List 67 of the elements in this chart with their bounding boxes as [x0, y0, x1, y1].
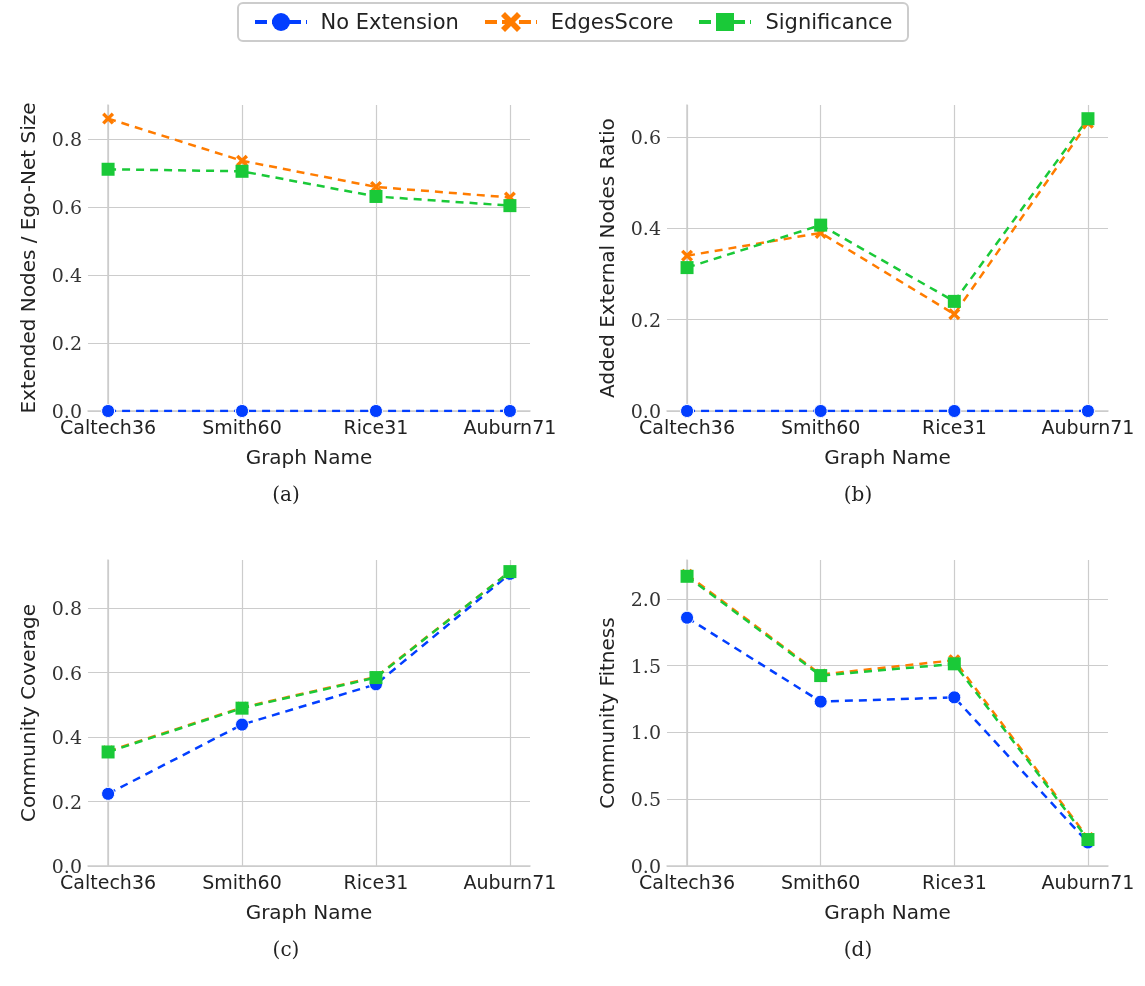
- x-axis-title: Graph Name: [245, 445, 373, 469]
- legend-label: Significance: [765, 10, 893, 34]
- y-tick-label: 0.4: [51, 726, 82, 749]
- point: [101, 162, 115, 176]
- point: [681, 249, 694, 262]
- y-axis-title: Added External Nodes Ratio: [595, 118, 619, 398]
- x-tick-label: Auburn71: [1041, 415, 1135, 438]
- point: [502, 404, 517, 418]
- text: (d): [843, 937, 873, 961]
- text: (a): [272, 482, 300, 506]
- y-axis-title: Extended Nodes / Ego-Net Size: [16, 102, 40, 414]
- y-axis-title: Community Coverage: [16, 604, 40, 822]
- y-tick-label: 0.6: [630, 125, 661, 148]
- x-tick-label: Rice31: [343, 415, 409, 438]
- x-tick-label: Smith60: [780, 870, 861, 893]
- x-tick-label: Auburn71: [463, 415, 557, 438]
- text: (c): [272, 937, 300, 961]
- point: [235, 164, 249, 178]
- point: [1080, 404, 1095, 418]
- point: [813, 404, 828, 418]
- x-tick-label: Rice31: [921, 415, 987, 438]
- y-tick-label: 1.0: [630, 721, 661, 744]
- point: [102, 112, 115, 125]
- point: [235, 717, 250, 732]
- x-tick-label: Auburn71: [463, 870, 557, 893]
- y-tick-label: 2.0: [630, 587, 661, 610]
- point: [368, 404, 383, 418]
- y-tick-label: 0.5: [630, 788, 661, 811]
- x-tick-label: Auburn71: [1041, 870, 1135, 893]
- point: [101, 404, 116, 418]
- point: [947, 690, 962, 705]
- point: [948, 308, 961, 321]
- y-tick-label: 0.6: [51, 196, 82, 218]
- point: [947, 294, 961, 308]
- y-tick-label: 0.8: [51, 128, 82, 150]
- x-axis-title: Graph Name: [824, 900, 951, 924]
- point: [1081, 112, 1095, 126]
- legend-label: EdgesScore: [550, 10, 674, 34]
- x-tick-label: Smith60: [780, 415, 861, 438]
- point: [814, 218, 828, 232]
- point: [680, 610, 695, 625]
- point: [101, 786, 116, 801]
- text: (b): [843, 482, 873, 506]
- y-tick-label: 0.4: [51, 264, 82, 286]
- point: [235, 404, 250, 418]
- x-axis-title: Graph Name: [824, 445, 951, 469]
- point: [813, 694, 828, 709]
- point: [680, 261, 694, 275]
- point: [503, 199, 517, 213]
- point: [680, 404, 695, 418]
- point: [947, 657, 961, 671]
- y-tick-label: 0.4: [630, 217, 661, 240]
- y-axis-title: Community Fitness: [595, 617, 619, 809]
- point: [947, 404, 962, 418]
- y-tick-label: 0.2: [51, 790, 82, 813]
- y-tick-label: 0.6: [51, 661, 82, 684]
- x-tick-label: Smith60: [202, 870, 282, 893]
- x-axis-title: Graph Name: [245, 900, 373, 924]
- y-tick-label: 1.5: [630, 654, 661, 677]
- legend-label: No Extension: [320, 10, 459, 34]
- x-tick-label: Smith60: [202, 415, 282, 438]
- point: [369, 189, 383, 203]
- y-tick-label: 0.8: [51, 597, 82, 620]
- x-tick-label: Rice31: [921, 870, 987, 893]
- x-tick-label: Rice31: [343, 870, 409, 893]
- y-tick-label: 0.2: [630, 308, 661, 331]
- y-tick-label: 0.2: [51, 332, 82, 354]
